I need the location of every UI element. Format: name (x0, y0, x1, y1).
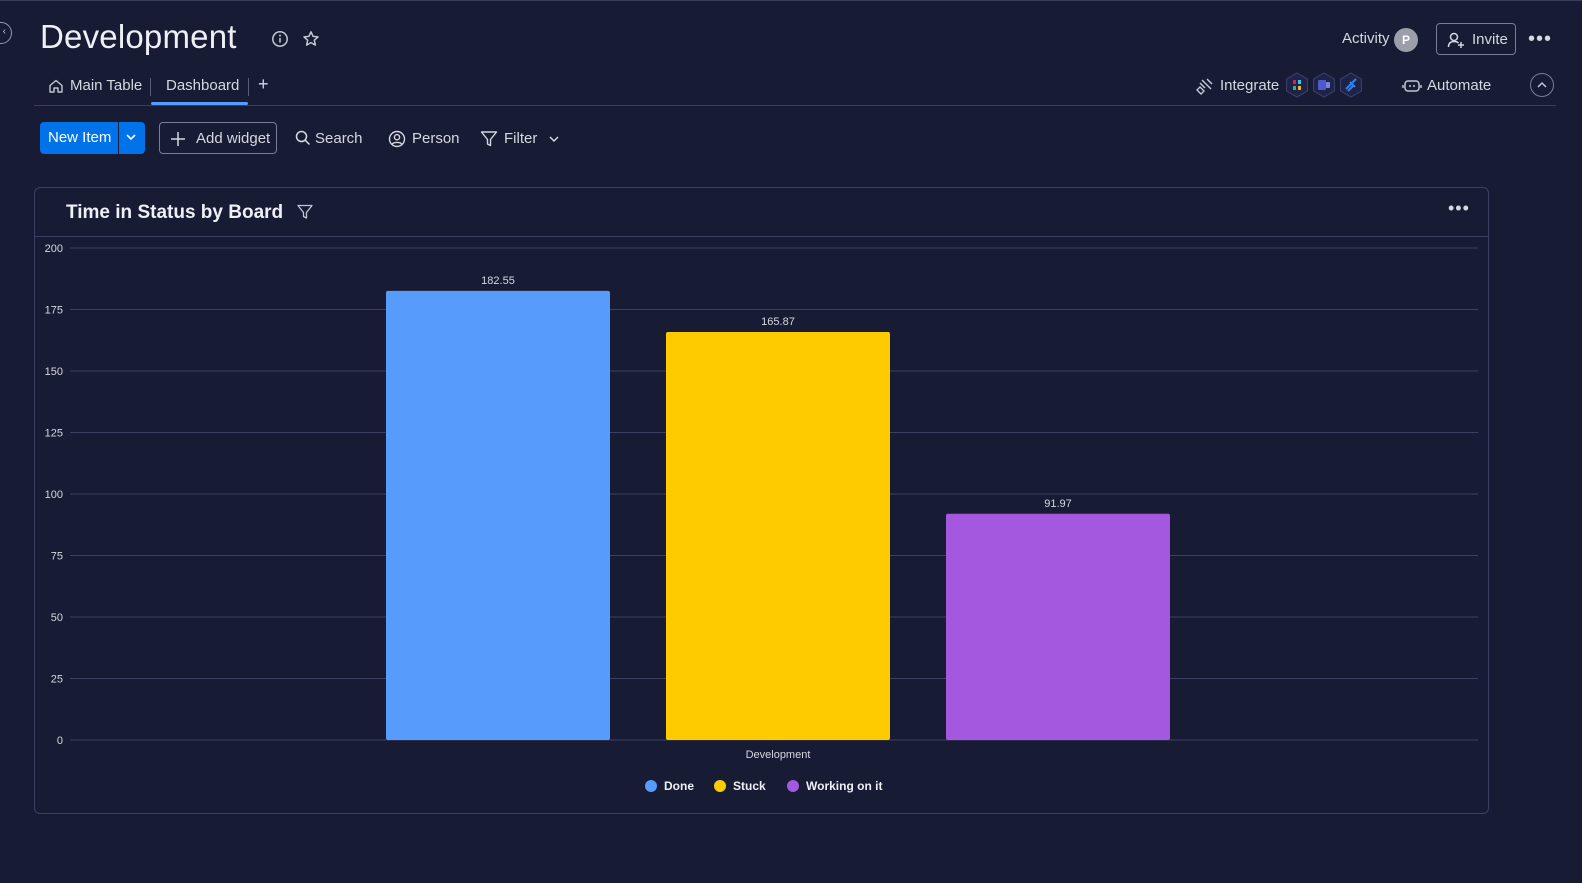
search-button[interactable]: Search (295, 130, 363, 147)
widget-title[interactable]: Time in Status by Board (66, 202, 284, 223)
chevron-up-icon (1537, 81, 1547, 88)
star-icon[interactable] (302, 30, 320, 48)
jira-icon[interactable] (1338, 72, 1364, 98)
collapse-header-button[interactable] (1530, 73, 1554, 97)
new-item-button[interactable]: New Item (40, 122, 145, 154)
window-edge (0, 0, 1582, 1)
add-user-icon (1447, 32, 1464, 48)
chevron-down-icon[interactable] (126, 133, 136, 141)
avatar[interactable]: P (1394, 28, 1418, 52)
search-label: Search (315, 130, 363, 147)
new-item-label: New Item (48, 129, 112, 146)
left-pane-toggle[interactable]: ‹ (0, 22, 12, 44)
widget-header-divider (35, 236, 1488, 237)
activity-link[interactable]: Activity (1342, 30, 1390, 47)
chevron-down-icon[interactable] (549, 135, 559, 143)
person-icon (388, 130, 406, 148)
person-label: Person (412, 130, 460, 147)
invite-label: Invite (1472, 30, 1508, 48)
automate-button[interactable]: Automate (1402, 77, 1491, 94)
new-item-divider (118, 122, 119, 154)
filter-label: Filter (504, 130, 538, 147)
more-options-icon[interactable]: ••• (1528, 28, 1553, 50)
integrate-icon (1196, 78, 1213, 95)
search-icon (295, 130, 311, 146)
integrate-button[interactable]: Integrate (1196, 77, 1280, 95)
filter-icon[interactable] (297, 204, 313, 220)
board-title[interactable]: Development (40, 18, 237, 55)
add-widget-label: Add widget (196, 130, 271, 147)
info-icon[interactable] (271, 30, 289, 48)
tab-separator (150, 78, 151, 96)
chart-widget: Time in Status by Board ••• (34, 187, 1489, 814)
integrate-label: Integrate (1220, 77, 1280, 94)
automate-label: Automate (1427, 77, 1492, 94)
teams-icon[interactable] (1311, 72, 1337, 98)
active-tab-indicator (151, 102, 248, 105)
header-divider (34, 105, 1556, 106)
plus-icon (171, 132, 185, 146)
invite-button[interactable]: Invite (1436, 23, 1516, 55)
filter-icon (480, 131, 498, 147)
person-filter-button[interactable]: Person (388, 130, 460, 148)
tab-main-table[interactable]: Main Table (48, 77, 142, 94)
filter-button[interactable]: Filter (480, 130, 537, 147)
robot-icon (1402, 80, 1422, 92)
tab-separator (248, 78, 249, 96)
tab-main-table-label: Main Table (70, 77, 143, 94)
chevron-left-icon: ‹ (2, 26, 6, 37)
tab-dashboard[interactable]: Dashboard (166, 77, 240, 94)
add-view-icon[interactable]: + (258, 74, 269, 94)
home-icon (49, 79, 63, 93)
widget-more-icon[interactable]: ••• (1448, 198, 1470, 218)
add-widget-button[interactable]: Add widget (159, 122, 277, 154)
slack-icon[interactable] (1284, 72, 1310, 98)
